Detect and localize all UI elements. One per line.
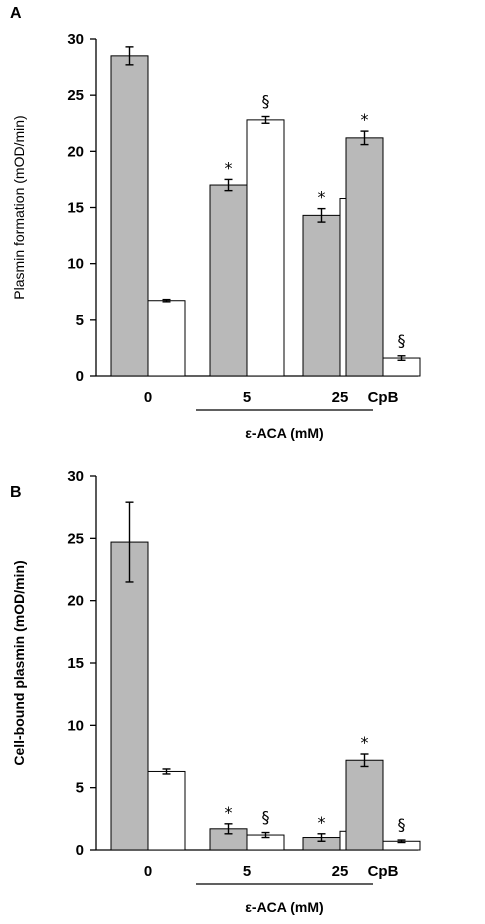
chart-panel-b: B Cell-bound plasmin (mOD/min) 0 5 10 15 20 25 3… xyxy=(10,468,421,915)
x-tick-label: 25 xyxy=(332,389,349,406)
bar xyxy=(110,55,149,377)
panel-letter: A xyxy=(10,5,22,22)
bar xyxy=(209,184,248,377)
y-tick-label: 10 xyxy=(67,256,84,273)
x-tick-label: 5 xyxy=(243,863,251,880)
bar xyxy=(246,119,285,377)
y-tick-label: 30 xyxy=(67,468,84,485)
significance-section-mark: § xyxy=(398,331,406,350)
y-tick-label: 5 xyxy=(76,312,84,329)
bar xyxy=(147,770,186,851)
x-tick-label: CpB xyxy=(368,389,399,406)
y-tick-label: 30 xyxy=(67,31,84,48)
significance-asterisk: * xyxy=(318,813,326,832)
x-tick-label: 5 xyxy=(243,389,251,406)
significance-asterisk: * xyxy=(361,733,369,752)
bar xyxy=(345,759,384,851)
significance-asterisk: * xyxy=(318,188,326,207)
x-tick-label: CpB xyxy=(368,863,399,880)
x-tick-label: 0 xyxy=(144,863,152,880)
group-bracket-label: ε-ACA (mM) xyxy=(245,425,323,441)
y-axis-label: Plasmin formation (mOD/min) xyxy=(11,115,27,299)
significance-asterisk: * xyxy=(225,158,233,177)
y-tick-label: 20 xyxy=(67,593,84,610)
y-tick-label: 5 xyxy=(76,780,84,797)
significance-asterisk: * xyxy=(225,803,233,822)
y-tick-label: 15 xyxy=(67,200,84,217)
y-tick-label: 20 xyxy=(67,143,84,160)
bar xyxy=(302,214,341,377)
y-tick-label: 0 xyxy=(76,368,84,385)
y-axis-label: Cell-bound plasmin (mOD/min) xyxy=(11,560,27,765)
significance-section-mark: § xyxy=(262,92,270,111)
significance-asterisk: * xyxy=(361,110,369,129)
panel-letter: B xyxy=(10,484,22,501)
bar xyxy=(110,541,149,851)
x-tick-label: 0 xyxy=(144,389,152,406)
y-tick-label: 25 xyxy=(67,87,84,104)
bar xyxy=(345,137,384,377)
y-tick-label: 25 xyxy=(67,530,84,547)
x-tick-label: 25 xyxy=(332,863,349,880)
bar xyxy=(147,300,186,377)
y-tick-label: 10 xyxy=(67,717,84,734)
significance-section-mark: § xyxy=(262,808,270,827)
y-tick-label: 0 xyxy=(76,842,84,859)
y-tick-label: 15 xyxy=(67,655,84,672)
group-bracket-label: ε-ACA (mM) xyxy=(245,899,323,915)
chart-panel-a: A Plasmin formation (mOD/min) 0 5 10 15 20 25 30… xyxy=(10,5,421,441)
significance-section-mark: § xyxy=(398,815,406,834)
